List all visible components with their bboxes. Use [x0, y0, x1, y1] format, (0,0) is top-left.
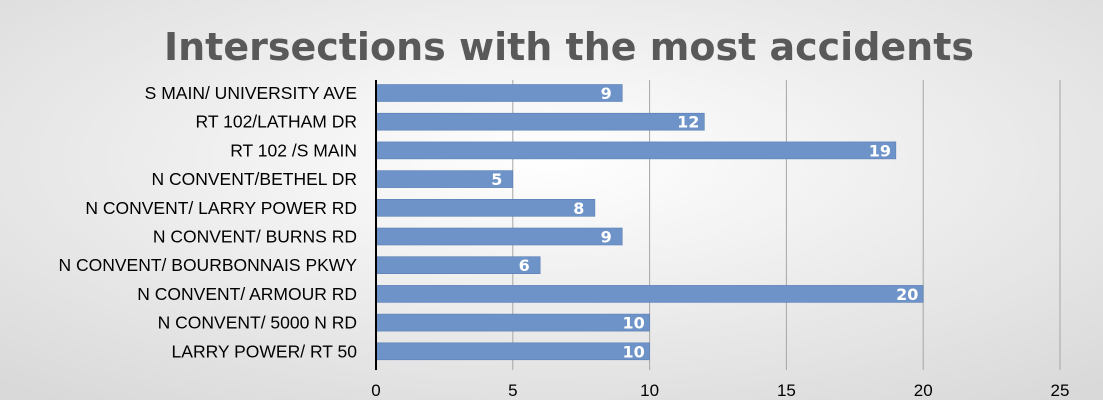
labels: 0 5 10 15 20 25 S MAIN/ UNIVERSITY AVE 9 RT 102/… [58, 83, 1069, 400]
bar [375, 112, 705, 131]
bar [375, 285, 924, 303]
data-label: 5 [491, 170, 502, 189]
data-label: 6 [519, 256, 530, 275]
x-tick-label: 10 [640, 381, 659, 400]
category-label: RT 102 /S MAIN [230, 140, 357, 160]
x-tick-label: 5 [508, 381, 517, 400]
bar [375, 342, 650, 361]
bar [375, 256, 541, 275]
category-label: S MAIN/ UNIVERSITY AVE [145, 83, 357, 103]
bar [375, 141, 897, 160]
category-label: N CONVENT/ ARMOUR RD [137, 284, 357, 304]
x-tick-label: 25 [1051, 381, 1070, 400]
category-label: RT 102/LATHAM DR [196, 112, 357, 132]
data-label: 20 [896, 285, 918, 304]
x-tick-label: 0 [371, 381, 380, 400]
data-label: 9 [601, 84, 612, 103]
data-label: 10 [622, 342, 644, 361]
data-label: 8 [573, 199, 584, 218]
data-label: 12 [677, 113, 699, 132]
category-label: LARRY POWER/ RT 50 [172, 341, 358, 361]
category-label: N CONVENT/ BURNS RD [153, 227, 357, 247]
bar [375, 227, 623, 246]
data-label: 10 [622, 314, 644, 333]
x-tick-label: 15 [777, 381, 796, 400]
chart-title: Intersections with the most accidents [164, 25, 974, 69]
category-label: N CONVENT/ LARRY POWER RD [85, 198, 357, 218]
bar [375, 199, 596, 217]
data-label: 9 [601, 228, 612, 247]
x-tick-label: 20 [914, 381, 933, 400]
data-label: 19 [869, 141, 891, 160]
bars [375, 84, 924, 361]
category-label: N CONVENT/ 5000 N RD [158, 313, 357, 333]
category-label: N CONVENT/BETHEL DR [152, 169, 358, 189]
bar [375, 84, 623, 102]
bar [375, 313, 650, 332]
category-label: N CONVENT/ BOURBONNAIS PKWY [58, 255, 357, 275]
